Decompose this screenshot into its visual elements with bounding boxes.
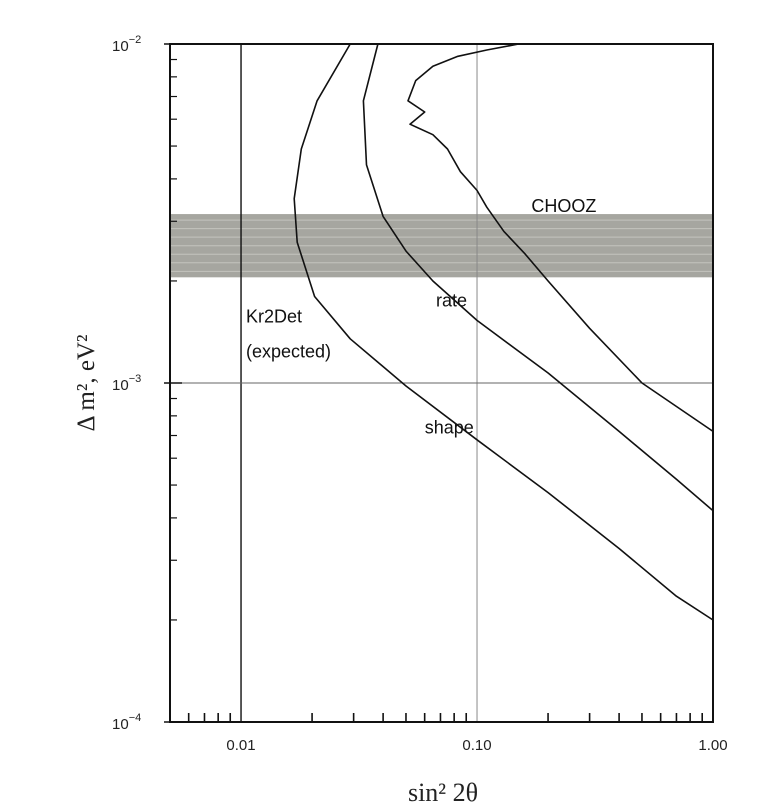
x-axis-title: sin² 2θ bbox=[408, 778, 478, 807]
shape-curve-label: shape bbox=[425, 417, 474, 437]
curve-shape bbox=[293, 43, 714, 621]
band-texture bbox=[170, 219, 713, 272]
curve-rate bbox=[362, 43, 714, 512]
kr2det-label: Kr2Det bbox=[246, 306, 302, 326]
kr2det-expected-label: (expected) bbox=[246, 341, 331, 361]
tick-labels: 0.01 0.10 1.00 10−2 10−3 10−4 bbox=[112, 34, 728, 754]
curve-chooz bbox=[407, 43, 714, 433]
x-tick-label: 1.00 bbox=[698, 737, 727, 754]
x-tick-label: 0.01 bbox=[226, 737, 255, 754]
reference-gridlines bbox=[170, 44, 713, 722]
y-tick-label: 10−4 bbox=[112, 712, 141, 733]
plot-frame bbox=[169, 43, 714, 723]
chooz-curve-label: CHOOZ bbox=[531, 196, 596, 216]
y-tick-label: 10−3 bbox=[112, 373, 141, 394]
x-tick-label: 0.10 bbox=[462, 737, 491, 754]
minor-ticks bbox=[164, 43, 704, 723]
series-layer bbox=[293, 43, 714, 621]
y-axis-title: Δ m², eV² bbox=[73, 334, 100, 431]
y-tick-label: 10−2 bbox=[112, 34, 141, 55]
rate-curve-label: rate bbox=[436, 291, 467, 311]
